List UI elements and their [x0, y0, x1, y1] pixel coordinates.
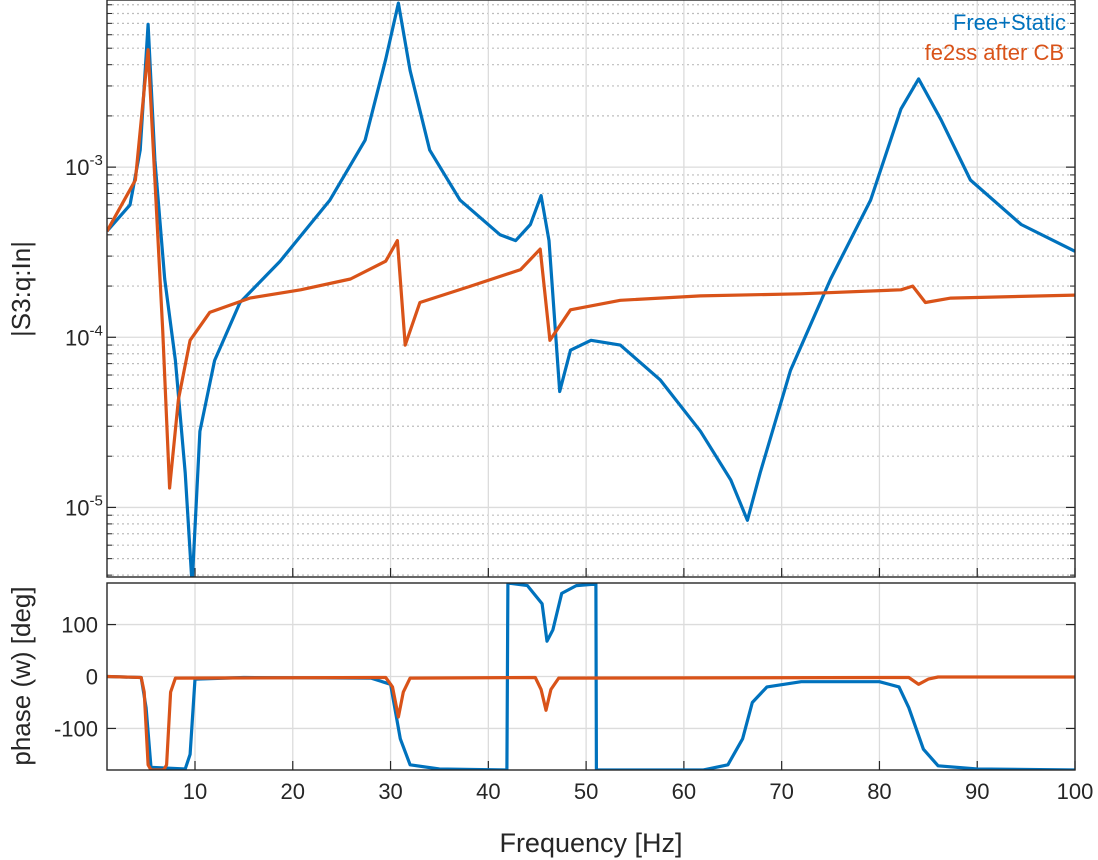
x-tick-label: 80: [867, 779, 891, 804]
legend-entry-fe2ss-after-cb: fe2ss after CB: [925, 40, 1064, 65]
legend-entry-free-static: Free+Static: [953, 10, 1066, 35]
y-tick-label: 10-4: [65, 322, 103, 350]
series-line-free-static: [107, 1, 1075, 577]
series-line-fe2ss-after-cb: [107, 674, 1075, 770]
x-tick-label: 60: [672, 779, 696, 804]
axes-box: [106, 582, 1076, 771]
x-tick-label: 40: [476, 779, 500, 804]
x-tick-label: 30: [378, 779, 402, 804]
phase-y-label: phase (w) [deg]: [6, 586, 36, 765]
x-tick-label: 10: [183, 779, 207, 804]
y-tick-label: 100: [61, 613, 98, 638]
x-tick-label: 90: [965, 779, 989, 804]
series-line-fe2ss-after-cb: [107, 48, 1075, 490]
y-tick-label: 10-5: [65, 492, 103, 520]
y-tick-label: 0: [86, 665, 98, 690]
phase-axes: 10 20 30 40 50 60 70 80 90 100 100 0 -100: [54, 582, 1094, 804]
x-axis-label: Frequency [Hz]: [499, 828, 682, 858]
magnitude-y-label: |S3:q:In|: [6, 241, 36, 337]
x-tick-label: 100: [1057, 779, 1094, 804]
x-tick-label: 70: [769, 779, 793, 804]
y-tick-label: 10-3: [65, 152, 103, 180]
x-tick-label: 20: [281, 779, 305, 804]
series-line-free-static: [107, 583, 1075, 770]
magnitude-axes: 10-3 10-4 10-5: [65, 0, 1076, 578]
axes-box: [106, 0, 1076, 578]
y-tick-label: -100: [54, 716, 98, 741]
x-tick-label: 50: [574, 779, 598, 804]
